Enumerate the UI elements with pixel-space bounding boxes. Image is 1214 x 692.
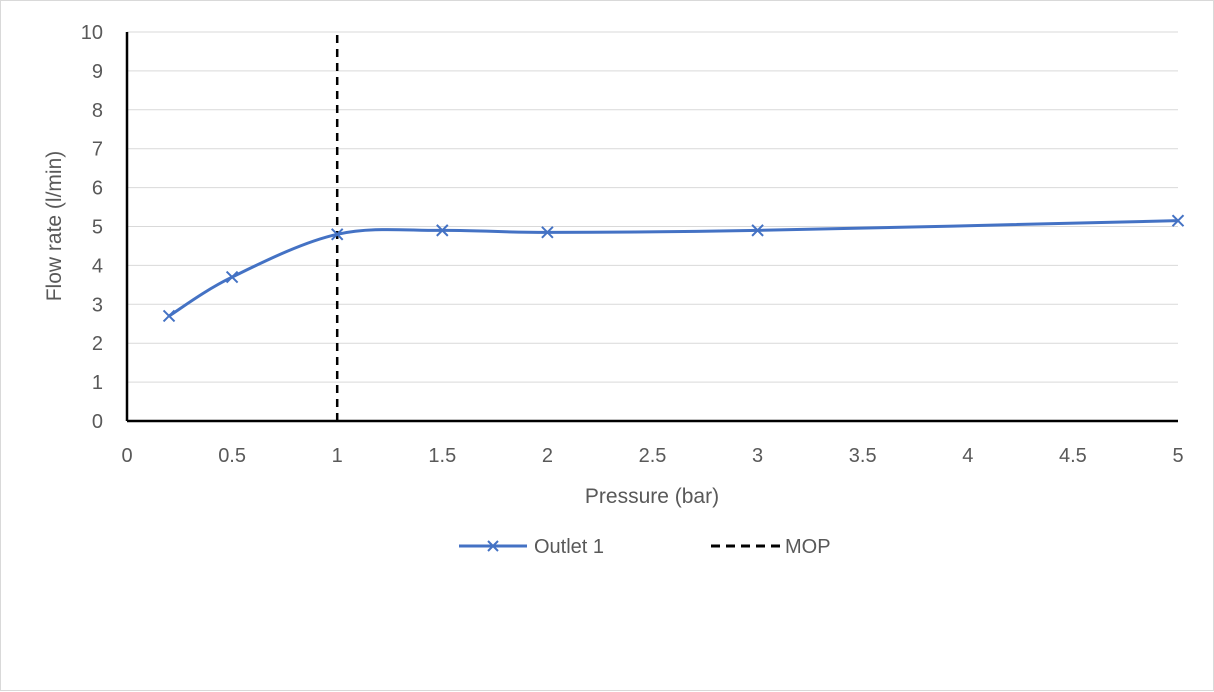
y-tick-labels: 0 1 2 3 4 5 6 7 8 9 10: [81, 22, 103, 433]
x-tick-label: 3: [752, 445, 763, 467]
legend-marker-x-icon: [487, 540, 499, 552]
x-tick-label: 4.5: [1059, 445, 1087, 467]
data-point-outlet-1: [162, 309, 176, 323]
x-tick-label: 2: [542, 445, 553, 467]
y-axis-title: Flow rate (l/min): [43, 151, 66, 302]
y-tick-label: 1: [92, 372, 103, 394]
x-tick-label: 4: [962, 445, 973, 467]
legend-label-outlet-1: Outlet 1: [534, 536, 604, 558]
x-tick-labels: 0 0.5 1 1.5 2 2.5 3 3.5 4 4.5 5: [121, 445, 1183, 467]
legend-item-outlet-1: Outlet 1: [459, 536, 604, 558]
y-tick-label: 7: [92, 139, 103, 161]
y-tick-label: 4: [92, 255, 103, 277]
x-tick-label: 1: [332, 445, 343, 467]
x-tick-label: 1.5: [428, 445, 456, 467]
legend-item-mop: MOP: [711, 536, 831, 558]
y-tick-label: 10: [81, 22, 103, 44]
data-point-outlet-1: [751, 224, 764, 237]
y-tick-label: 2: [92, 333, 103, 355]
data-point-outlet-1: [330, 228, 344, 241]
y-tick-label: 9: [92, 61, 103, 83]
data-point-outlet-1: [1171, 214, 1185, 227]
legend: Outlet 1 MOP: [459, 536, 831, 558]
data-point-outlet-1: [541, 226, 554, 239]
x-tick-label: 3.5: [849, 445, 877, 467]
legend-label-mop: MOP: [785, 536, 831, 558]
data-point-outlet-1: [225, 270, 239, 284]
x-tick-label: 2.5: [639, 445, 667, 467]
x-tick-label: 0.5: [218, 445, 246, 467]
y-tick-label: 5: [92, 217, 103, 239]
y-tick-label: 3: [92, 294, 103, 316]
series-line-outlet-1: [168, 219, 1179, 318]
series-layer: [162, 214, 1185, 323]
axes: [125, 32, 1178, 423]
x-tick-label: 0: [121, 445, 132, 467]
y-tick-label: 8: [92, 100, 103, 122]
data-point-outlet-1: [436, 224, 449, 237]
gridlines: [127, 31, 1178, 383]
y-tick-label: 0: [92, 411, 103, 433]
x-axis-title: Pressure (bar): [585, 485, 719, 508]
y-tick-label: 6: [92, 178, 103, 200]
x-tick-label: 5: [1172, 445, 1183, 467]
